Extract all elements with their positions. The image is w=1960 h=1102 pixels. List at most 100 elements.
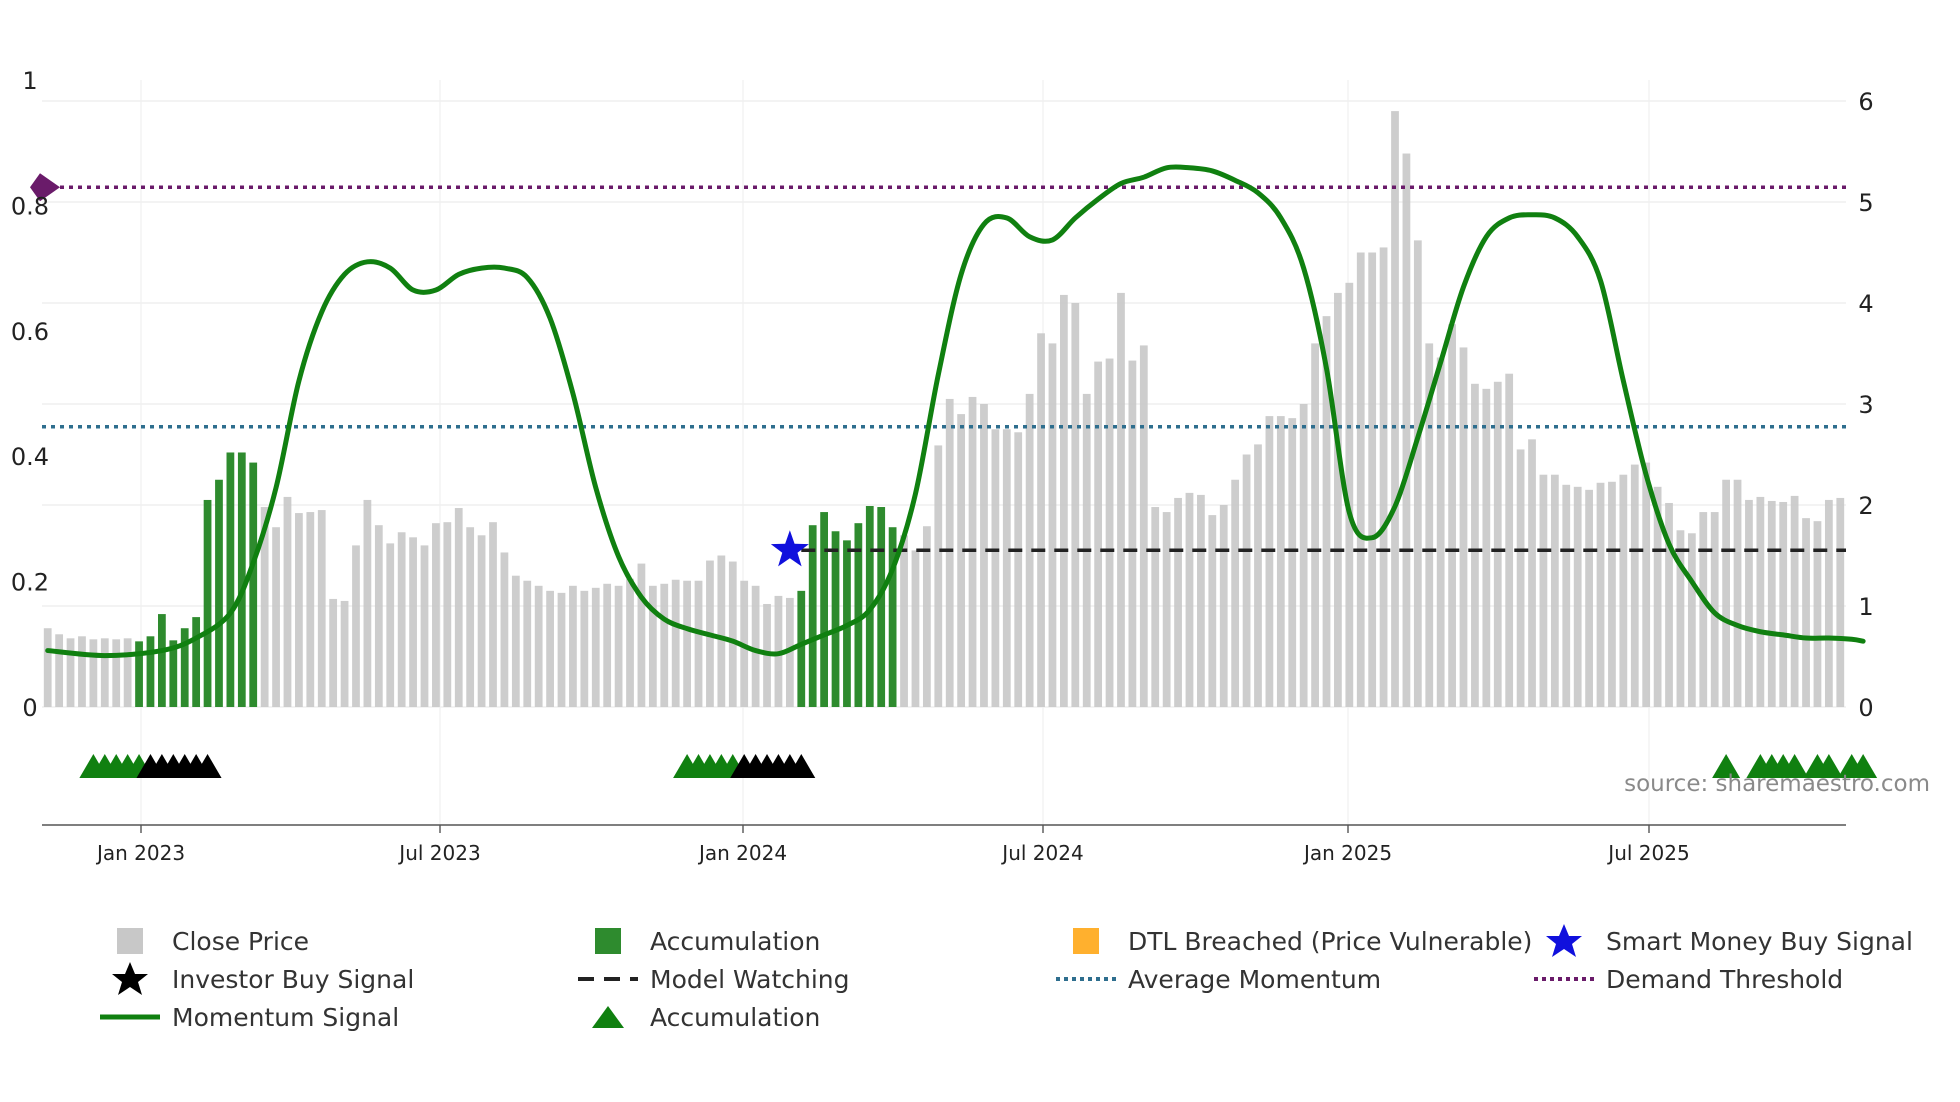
accumulation-triangle <box>1712 754 1741 778</box>
accumulation-bar <box>797 590 806 707</box>
accumulation-bar <box>237 452 246 707</box>
close-price-bar <box>1630 464 1639 707</box>
close-price-bar <box>329 598 338 707</box>
y-left-tick-label: 0.8 <box>11 192 49 220</box>
close-price-bar <box>911 550 920 707</box>
source-label: source: sharemaestro.com <box>1624 771 1930 797</box>
reference-lines <box>30 173 1846 552</box>
close-price-bar <box>1767 500 1776 707</box>
close-price-bar <box>420 545 429 707</box>
close-price-bar <box>922 526 931 707</box>
close-price-bar <box>123 638 132 707</box>
accumulation-bar <box>215 479 223 707</box>
close-price-bar <box>751 585 760 707</box>
close-price-bar <box>1356 252 1365 707</box>
close-price-bar <box>637 563 646 707</box>
y-right-tick-label: 1 <box>1858 593 1873 621</box>
close-price-bar <box>1254 444 1262 707</box>
close-price-bar <box>1162 512 1171 707</box>
close-price-bar <box>397 532 406 707</box>
grid-lines <box>42 80 1846 825</box>
close-price-bar <box>1288 418 1297 707</box>
close-price-bar <box>683 580 691 707</box>
close-price-bar <box>1425 343 1434 707</box>
close-price-bar <box>363 499 372 707</box>
close-price-bar <box>1836 497 1845 707</box>
close-price-bar <box>454 508 463 707</box>
close-price-bar <box>432 523 440 707</box>
close-price-bar <box>900 535 908 707</box>
close-price-bar <box>580 590 589 707</box>
close-price-bar <box>1014 432 1023 707</box>
accumulation-bar <box>203 499 212 707</box>
close-price-bar <box>511 575 520 707</box>
close-price-bar <box>728 561 737 707</box>
close-price-bar <box>934 445 943 707</box>
close-price-bar <box>591 587 600 707</box>
close-price-bar <box>1436 357 1445 707</box>
close-price-bar <box>991 429 1000 707</box>
accumulation-bar <box>831 531 840 707</box>
x-tick-label: Jan 2024 <box>697 841 787 865</box>
close-price-bar <box>1402 153 1411 707</box>
x-tick-label: Jul 2023 <box>397 841 480 865</box>
close-price-bar <box>1048 343 1057 707</box>
accumulation-bar <box>192 617 201 707</box>
close-price-bar <box>1482 388 1491 707</box>
close-price-bar <box>1459 347 1468 707</box>
close-price-bar <box>78 636 86 707</box>
close-price-bar <box>1539 474 1548 707</box>
close-price-bar <box>1790 495 1799 707</box>
close-price-bar <box>386 543 395 707</box>
y-right-tick-label: 3 <box>1858 391 1873 419</box>
x-tick-label: Jan 2025 <box>1302 841 1392 865</box>
y-left-tick-label: 0.2 <box>11 569 49 597</box>
close-price-bar <box>694 580 703 707</box>
close-price-bar <box>1722 479 1730 707</box>
close-price-bar <box>317 510 326 707</box>
y-left-tick-label: 1 <box>22 67 37 95</box>
close-price-bar <box>603 583 612 707</box>
close-price-bar <box>466 527 475 707</box>
accumulation-bar <box>820 512 828 707</box>
close-price-bar <box>1665 502 1673 707</box>
close-price-bar <box>1756 496 1765 707</box>
accumulation-triangle <box>1849 754 1878 778</box>
close-price-bar <box>1322 316 1331 707</box>
accumulation-bar <box>888 527 897 707</box>
close-price-bar <box>1528 439 1536 707</box>
close-price-bars <box>43 111 1845 708</box>
close-price-bar <box>1002 429 1011 707</box>
accumulation-bar <box>135 641 143 707</box>
close-price-bar <box>43 628 52 707</box>
close-price-bar <box>1596 482 1605 707</box>
accumulation-bar <box>877 507 886 707</box>
close-price-bar <box>306 512 315 707</box>
close-price-bar <box>272 527 280 707</box>
close-price-bar <box>100 638 109 707</box>
close-price-bar <box>112 639 121 707</box>
signal-markers <box>79 530 1878 778</box>
axes: 0 0.2 0.4 0.6 0.8 1 0 1 2 3 4 5 6 Jan 2023 Jul 2023 Jan… <box>11 67 1874 865</box>
close-price-bar <box>1094 361 1103 707</box>
x-tick-label: Jan 2023 <box>95 841 185 865</box>
close-price-bar <box>1128 360 1137 707</box>
close-price-bar <box>66 638 75 707</box>
investor-buy-signal <box>193 754 222 778</box>
close-price-bar <box>1071 303 1080 707</box>
close-price-bar <box>55 634 64 707</box>
y-left-tick-label: 0.6 <box>11 318 49 346</box>
close-price-bar <box>1345 282 1354 707</box>
close-price-bar <box>443 522 452 707</box>
close-price-bar <box>260 507 269 707</box>
close-price-bar <box>1242 454 1251 707</box>
close-price-bar <box>614 585 623 707</box>
close-price-bar <box>1413 240 1422 707</box>
close-price-bar <box>89 639 98 707</box>
close-price-bar <box>1653 486 1662 707</box>
close-price-bar <box>945 398 954 707</box>
accumulation-bar <box>854 523 863 707</box>
accumulation-bar <box>249 462 258 707</box>
close-price-bar <box>648 585 657 707</box>
close-price-bar <box>957 414 966 707</box>
